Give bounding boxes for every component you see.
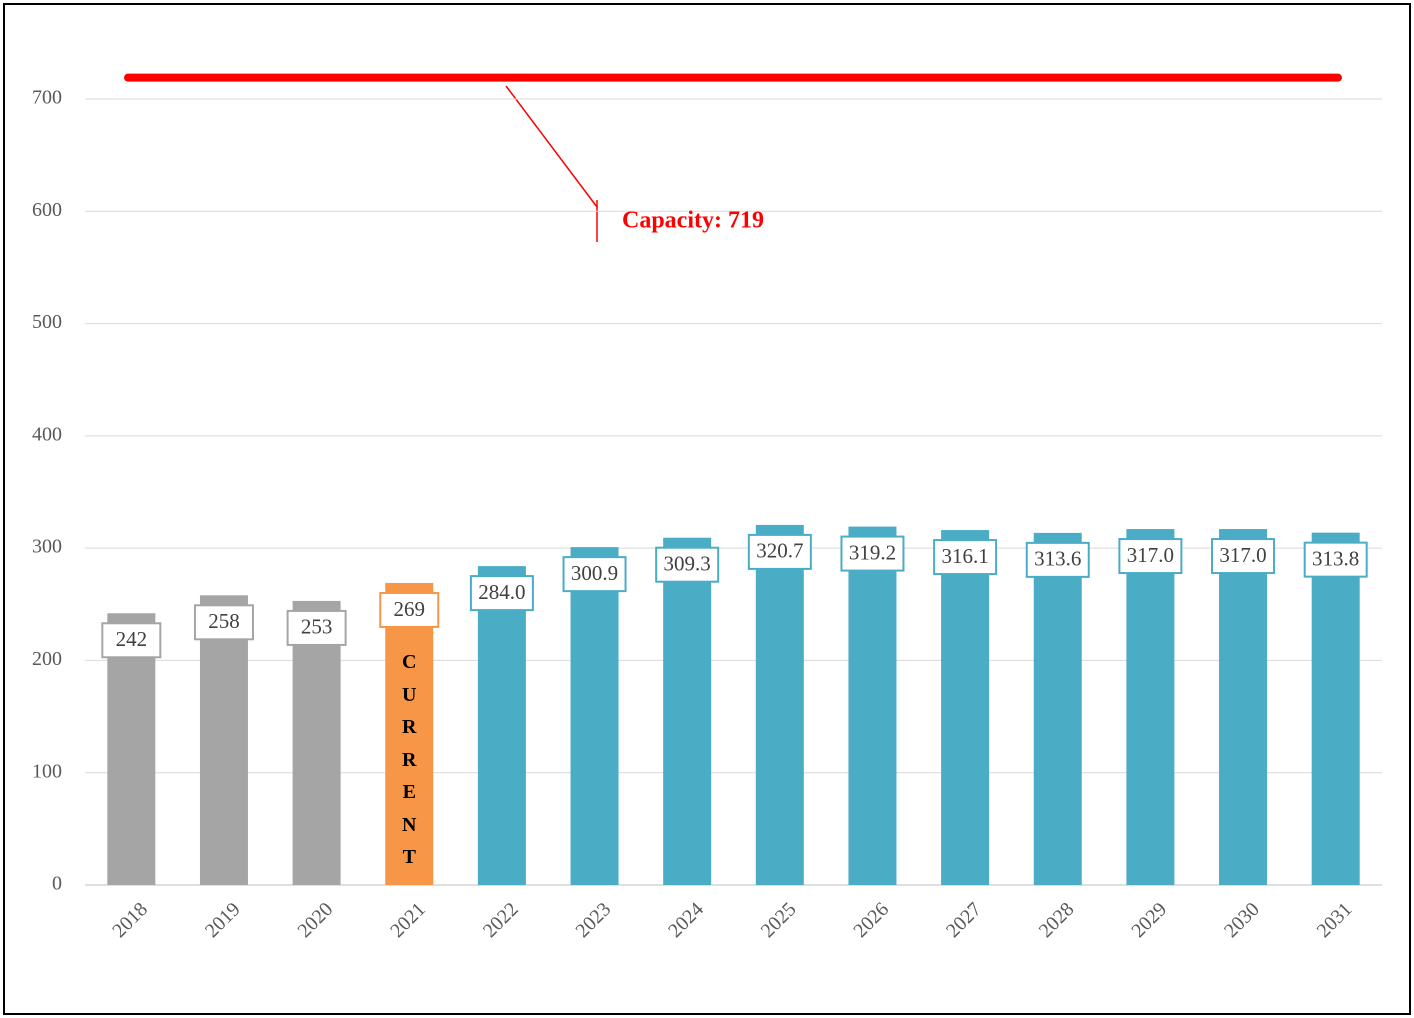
bar — [663, 537, 712, 885]
value-label-box — [840, 535, 905, 572]
bar — [848, 526, 897, 885]
value-label-box — [379, 591, 440, 628]
value-label: 313.6 — [1034, 547, 1081, 571]
value-label-box — [1303, 541, 1368, 578]
bar — [477, 566, 526, 885]
annotation-leader — [505, 85, 598, 208]
value-label: 313.8 — [1312, 546, 1359, 570]
value-label: 320.7 — [756, 539, 803, 563]
bar — [570, 547, 619, 885]
value-label: 317.0 — [1127, 543, 1174, 567]
y-tick-label: 400 — [32, 423, 62, 445]
bar — [385, 582, 434, 885]
value-label-box — [101, 622, 162, 659]
value-label: 317.0 — [1219, 543, 1266, 567]
bar — [1311, 532, 1360, 885]
y-tick-label: 200 — [32, 648, 62, 670]
value-label-box — [655, 546, 720, 583]
value-label-box — [1025, 541, 1090, 578]
value-label: 253 — [301, 615, 333, 639]
bar — [1219, 529, 1268, 885]
value-label-box — [286, 609, 347, 646]
bar — [199, 595, 248, 885]
value-label-box — [747, 533, 812, 570]
y-tick-label: 500 — [32, 311, 62, 333]
value-label: 316.1 — [941, 544, 988, 568]
y-tick-label: 600 — [32, 199, 62, 221]
y-tick-label: 0 — [52, 873, 62, 895]
value-label-box — [469, 575, 534, 612]
bar — [292, 600, 341, 885]
value-label: 258 — [208, 609, 240, 633]
value-label: 319.2 — [849, 540, 896, 564]
y-tick-label: 700 — [32, 87, 62, 109]
y-tick-label: 300 — [32, 536, 62, 558]
bar-annotation: CURRENT — [402, 651, 417, 868]
bar — [107, 613, 156, 885]
y-tick-label: 100 — [32, 760, 62, 782]
value-label: 309.3 — [664, 552, 711, 576]
value-label-box — [562, 556, 627, 593]
value-label-box — [1118, 538, 1183, 575]
value-label-box — [933, 539, 998, 576]
bar — [941, 530, 990, 885]
value-label-box — [1211, 538, 1276, 575]
bar — [1033, 532, 1082, 885]
value-label: 242 — [116, 627, 148, 651]
bar — [755, 524, 804, 885]
bar — [1126, 529, 1175, 885]
reference-label: Capacity: 719 — [622, 208, 764, 234]
value-label: 269 — [394, 597, 426, 621]
value-label: 300.9 — [571, 561, 618, 585]
value-label-box — [193, 604, 254, 641]
value-label: 284.0 — [478, 580, 525, 604]
